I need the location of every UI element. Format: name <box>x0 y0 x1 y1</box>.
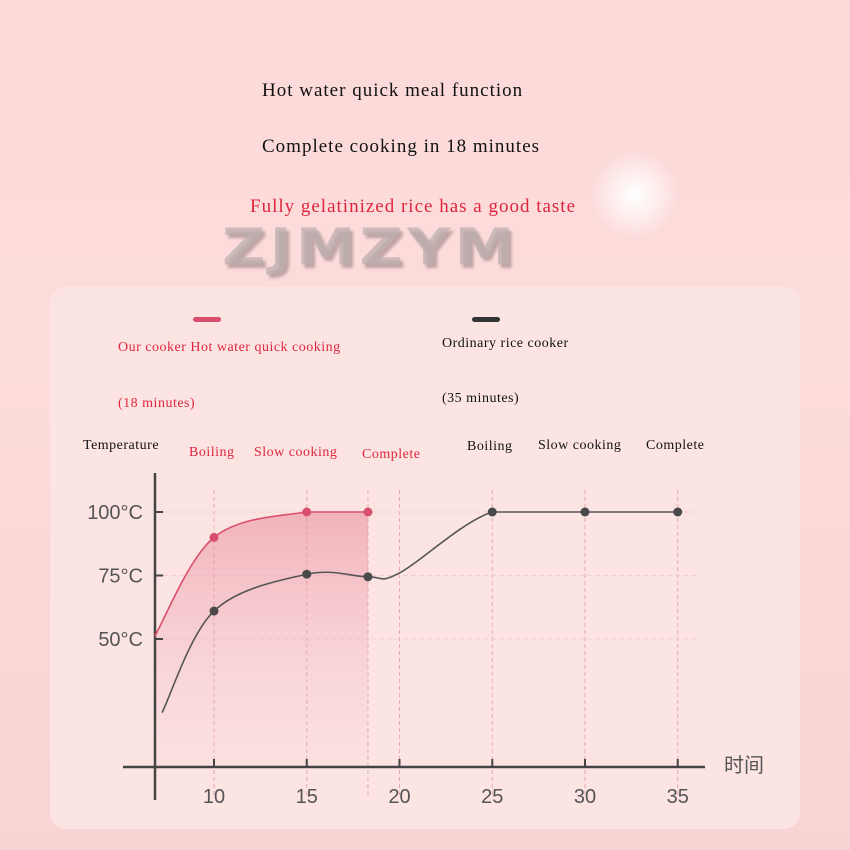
x-tick-label: 30 <box>574 786 596 808</box>
data-point-ordinary <box>580 507 590 517</box>
x-tick-label: 10 <box>203 786 225 808</box>
phase-label-ours-complete: Complete <box>362 447 421 462</box>
x-tick-label: 35 <box>667 786 689 808</box>
phase-label-ordinary-boiling: Boiling <box>467 439 513 454</box>
legend-label-ordinary: Ordinary rice cooker <box>442 336 569 351</box>
legend-duration-ordinary: (35 minutes) <box>442 391 520 406</box>
data-point-ordinary <box>363 572 373 582</box>
data-point-ours <box>363 507 373 517</box>
series-line-ours <box>153 511 368 637</box>
legend-swatch-ordinary <box>472 317 500 322</box>
phase-label-ours-slow: Slow cooking <box>254 445 338 460</box>
y-tick-label: 75°C <box>98 566 143 588</box>
data-point-ours <box>302 507 312 517</box>
data-point-ordinary <box>487 507 497 517</box>
data-point-ours <box>209 532 219 542</box>
x-tick-label: 20 <box>388 786 410 808</box>
x-axis-label: 时间 <box>724 753 764 777</box>
data-point-ordinary <box>209 606 219 616</box>
phase-label-ours-boiling: Boiling <box>189 445 235 460</box>
headline: Hot water quick meal function <box>262 80 524 101</box>
legend-duration-ours: (18 minutes) <box>118 396 196 411</box>
x-tick-label: 15 <box>296 786 318 808</box>
data-point-ordinary <box>673 507 683 517</box>
light-glow <box>590 150 680 240</box>
legend-swatch-ours <box>193 317 221 322</box>
phase-label-ordinary-complete: Complete <box>646 438 705 453</box>
phase-label-ordinary-slow: Slow cooking <box>538 438 622 453</box>
y-axis-label: Temperature <box>83 438 160 453</box>
subheadline: Complete cooking in 18 minutes <box>262 136 541 157</box>
legend-label-ours: Our cooker Hot water quick cooking <box>118 340 341 355</box>
y-tick-label: 100°C <box>87 502 143 524</box>
area-fill-ours <box>154 512 368 766</box>
tagline: Fully gelatinized rice has a good taste <box>250 196 577 217</box>
x-tick-label: 25 <box>481 786 503 808</box>
data-point-ordinary <box>302 569 312 579</box>
watermark-logo: ZJMZYM <box>222 217 519 278</box>
y-tick-label: 50°C <box>98 629 143 651</box>
